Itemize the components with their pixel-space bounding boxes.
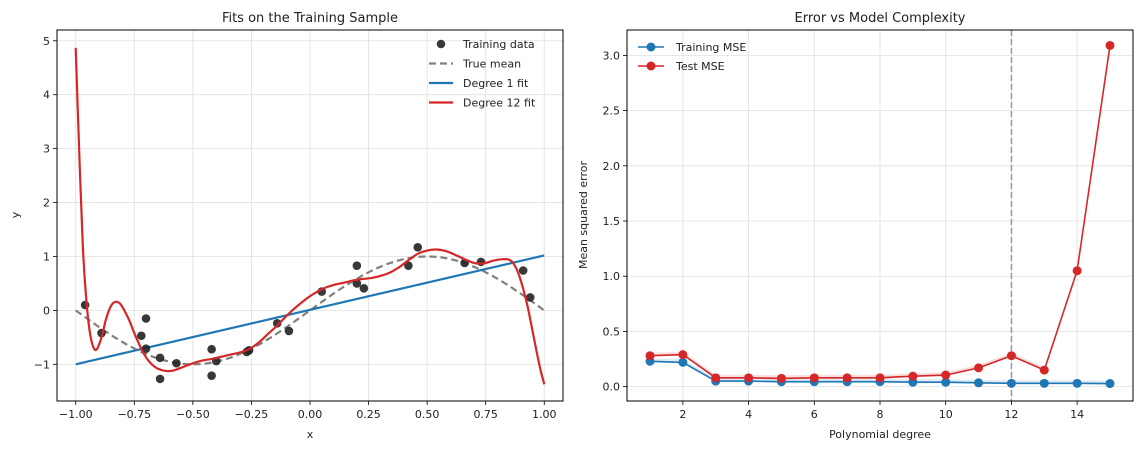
training-point <box>141 344 151 353</box>
test-mse-point <box>941 370 951 380</box>
right-ytick-label: 1.5 <box>603 215 621 228</box>
degree12-fit-line <box>74 47 546 385</box>
right-xtick-label: 4 <box>745 408 752 421</box>
right-panel: Error vs Model Complexity 2 4 6 8 10 12 14 0.0 0… <box>577 11 1134 441</box>
left-xtick-label: −1.00 <box>59 408 93 421</box>
training-mse-point <box>1072 378 1082 388</box>
left-ytick-label: 5 <box>43 35 50 48</box>
test-mse-point <box>776 373 786 383</box>
left-xtick-label: −0.75 <box>117 408 151 421</box>
left-xtick-label: 0.75 <box>473 408 498 421</box>
test-mse-point <box>974 363 984 373</box>
test-mse-point <box>1039 365 1049 375</box>
right-xtick-label: 6 <box>811 408 818 421</box>
legend-marker <box>646 61 656 71</box>
right-xlabel: Polynomial degree <box>829 428 931 441</box>
legend-label: Test MSE <box>675 60 725 73</box>
left-plot-area <box>74 47 546 385</box>
training-point <box>155 353 165 363</box>
training-mse-point <box>941 377 951 387</box>
right-ytick-label: 1.0 <box>603 270 621 283</box>
legend-label: Degree 1 fit <box>463 77 529 90</box>
training-point <box>207 344 216 354</box>
left-ticks: −1.00 −0.75 −0.50 −0.25 0.00 0.25 0.50 0.75 1.00… <box>34 35 557 421</box>
training-mse-point <box>1105 379 1115 389</box>
test-mse-point <box>809 373 819 383</box>
right-xtick-label: 14 <box>1070 408 1084 421</box>
test-mse-point <box>1006 351 1016 361</box>
left-ytick-label: 3 <box>43 143 50 156</box>
legend-label: True mean <box>462 58 521 71</box>
legend-label: Training MSE <box>675 41 746 54</box>
left-panel: Fits on the Training Sample −1.00 −0.75 −0… <box>9 11 564 441</box>
right-xtick-label: 12 <box>1004 408 1018 421</box>
right-legend: Training MSE Test MSE <box>638 41 746 73</box>
left-xtick-label: 1.00 <box>532 408 557 421</box>
right-plot-area <box>645 30 1115 401</box>
training-point <box>525 293 535 302</box>
training-point <box>137 331 146 341</box>
right-xtick-label: 10 <box>939 408 953 421</box>
training-point <box>155 374 165 384</box>
left-ytick-label: −1 <box>34 358 50 371</box>
left-ytick-label: 0 <box>43 304 50 317</box>
training-point <box>476 257 486 267</box>
training-point <box>518 266 528 275</box>
left-ytick-label: 4 <box>43 89 50 102</box>
right-ytick-label: 0.0 <box>603 381 621 394</box>
right-ticks: 2 4 6 8 10 12 14 0.0 0.5 1.0 1.5 2.0 2.5 3.0 <box>603 49 1085 421</box>
left-xtick-label: 0.50 <box>415 408 440 421</box>
right-ytick-label: 3.0 <box>603 49 621 62</box>
legend-label: Degree 12 fit <box>463 97 536 110</box>
training-point <box>284 326 294 336</box>
right-grid <box>627 30 1133 401</box>
left-xtick-label: 0.25 <box>356 408 381 421</box>
training-mse-point <box>1006 378 1016 388</box>
training-mse-point <box>678 357 688 367</box>
right-xtick-label: 8 <box>877 408 884 421</box>
test-mse-point <box>645 351 655 361</box>
training-point <box>413 243 423 252</box>
legend-label: Training data <box>462 38 535 51</box>
training-mse-point <box>1039 378 1049 388</box>
training-point <box>404 261 413 270</box>
test-mse-point <box>711 373 721 383</box>
right-ytick-label: 2.0 <box>603 160 621 173</box>
left-series-group <box>74 47 546 385</box>
right-ytick-label: 0.5 <box>603 325 621 338</box>
left-title: Fits on the Training Sample <box>222 11 398 26</box>
right-ytick-label: 2.5 <box>603 105 621 118</box>
test-mse-point <box>678 350 688 360</box>
legend-training-marker <box>436 39 446 49</box>
training-point <box>172 358 181 368</box>
right-xtick-label: 2 <box>679 408 686 421</box>
left-xlabel: x <box>307 428 314 441</box>
training-point <box>141 314 151 323</box>
test-mse-point <box>1072 266 1082 276</box>
left-xtick-label: 0.00 <box>298 408 323 421</box>
left-xtick-label: −0.25 <box>235 408 269 421</box>
test-mse-point <box>744 373 754 383</box>
test-mse-point <box>875 373 885 383</box>
left-ytick-label: 1 <box>43 250 50 263</box>
left-ylabel: y <box>9 211 22 218</box>
legend-marker <box>646 42 656 52</box>
training-mse-point <box>974 378 984 388</box>
left-legend: Training data True mean Degree 1 fit Degree… <box>429 38 536 110</box>
left-xtick-label: −0.50 <box>176 408 210 421</box>
degree1-fit-line <box>75 254 545 366</box>
test-mse-point <box>842 373 852 383</box>
right-ylabel: Mean squared error <box>577 161 590 270</box>
test-mse-point <box>908 371 918 381</box>
training-point <box>359 283 369 293</box>
training-point <box>207 371 216 380</box>
training-point <box>272 319 282 328</box>
test-mse-point <box>1105 40 1115 50</box>
training-point <box>352 261 362 270</box>
left-grid <box>57 30 563 401</box>
right-title: Error vs Model Complexity <box>794 11 965 26</box>
left-ytick-label: 2 <box>43 197 50 210</box>
